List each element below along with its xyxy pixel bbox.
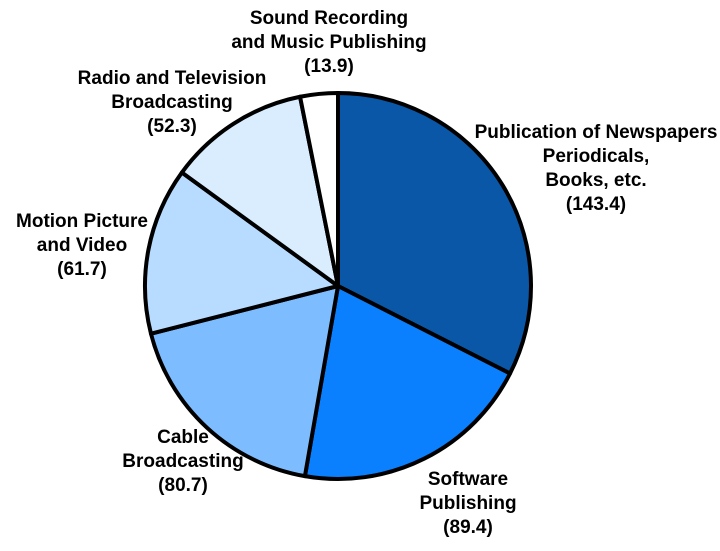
labels-layer: Publication of Newspapers Periodicals, Boo… bbox=[16, 8, 717, 538]
slice-value-label: (143.4) bbox=[566, 194, 626, 215]
slice-category-label: Software bbox=[428, 469, 508, 490]
slice-value-label: (13.9) bbox=[304, 56, 354, 77]
slice-category-label: Publishing bbox=[419, 493, 516, 514]
slice-label-cable: Cable Broadcasting (80.7) bbox=[122, 427, 243, 496]
slice-label-software: Software Publishing (89.4) bbox=[419, 469, 516, 538]
slice-value-label: (52.3) bbox=[147, 116, 197, 137]
slice-category-label: Books, etc. bbox=[545, 170, 646, 191]
pie-slice-cable bbox=[148, 284, 340, 479]
slice-label-sound-recording: Sound Recording and Music Publishing (13.9… bbox=[231, 8, 426, 77]
slice-label-motion-picture: Motion Picture and Video (61.7) bbox=[16, 211, 148, 280]
slice-category-label: Periodicals, bbox=[543, 146, 650, 167]
slice-category-label: Radio and Television bbox=[78, 68, 267, 89]
pie-slice-radio-and-television bbox=[179, 94, 340, 288]
pie-slice-sound-recording bbox=[298, 91, 340, 288]
slice-value-label: (61.7) bbox=[57, 259, 107, 280]
slices-layer bbox=[143, 91, 533, 481]
pie-slice-motion-picture bbox=[143, 170, 340, 336]
slice-category-label: Cable bbox=[157, 427, 209, 448]
slice-category-label: and Music Publishing bbox=[231, 32, 426, 53]
slice-category-label: Publication of Newspapers bbox=[475, 122, 718, 143]
slice-category-label: Motion Picture bbox=[16, 211, 148, 232]
slice-category-label: Broadcasting bbox=[111, 92, 232, 113]
slice-label-publication-of-newspapers: Publication of Newspapers Periodicals, Boo… bbox=[475, 122, 718, 215]
slice-category-label: Sound Recording bbox=[250, 8, 408, 29]
slice-value-label: (89.4) bbox=[443, 517, 493, 538]
slice-label-radio-and-television: Radio and Television Broadcasting (52.3) bbox=[78, 68, 267, 137]
pie-slice-software bbox=[302, 284, 513, 481]
slice-category-label: and Video bbox=[37, 235, 127, 256]
slice-category-label: Broadcasting bbox=[122, 451, 243, 472]
slice-value-label: (80.7) bbox=[158, 475, 208, 496]
pie-slice-publication-of-newspapers bbox=[336, 91, 533, 376]
